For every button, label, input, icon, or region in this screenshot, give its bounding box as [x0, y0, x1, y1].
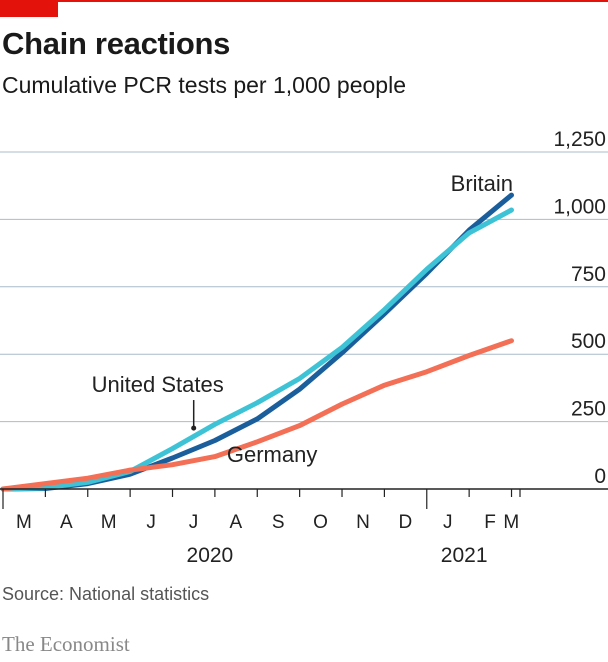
y-tick-label: 750	[571, 263, 606, 286]
brand-logo-text: The Economist	[2, 632, 130, 656]
x-tick-label: J	[189, 512, 199, 533]
brand-red-tab	[0, 0, 58, 17]
x-tick-label: D	[398, 512, 412, 533]
top-rule	[0, 0, 608, 2]
y-tick-label: 500	[571, 330, 606, 353]
x-tick-label: J	[443, 512, 453, 533]
y-tick-label: 250	[571, 398, 606, 421]
x-tick-label: N	[356, 512, 370, 533]
y-tick-label: 1,000	[553, 195, 606, 218]
x-tick-label: A	[60, 512, 73, 533]
x-tick-label: S	[272, 512, 285, 533]
x-tick-label: O	[313, 512, 328, 533]
source-note: Source: National statistics	[2, 584, 210, 604]
x-tick-label: M	[101, 512, 117, 533]
x-year-label: 2021	[441, 544, 488, 567]
label-leader-dot	[191, 425, 197, 431]
y-tick-label: 0	[594, 465, 606, 488]
x-tick-label: J	[146, 512, 156, 533]
chart-title: Chain reactions	[2, 26, 231, 61]
x-tick-label: M	[16, 512, 32, 533]
x-tick-label: M	[503, 512, 519, 533]
x-tick-label: A	[229, 512, 242, 533]
chart-subtitle: Cumulative PCR tests per 1,000 people	[2, 72, 406, 98]
series-line-united-states	[0, 207, 514, 492]
label-britain: Britain	[451, 171, 513, 196]
label-germany: Germany	[227, 442, 317, 467]
series-line-germany	[0, 338, 514, 492]
x-tick-label: F	[484, 512, 496, 533]
x-year-label: 2020	[187, 544, 234, 567]
y-tick-label: 1,250	[553, 128, 606, 151]
label-united-states: United States	[92, 372, 224, 397]
